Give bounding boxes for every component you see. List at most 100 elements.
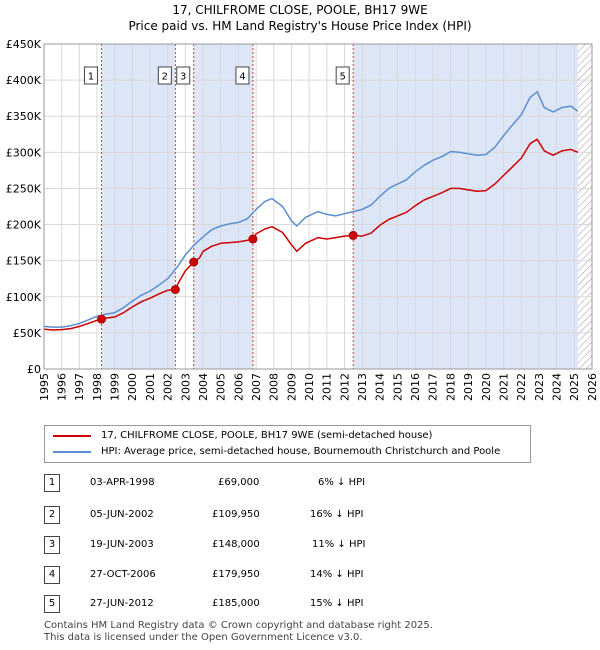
sale-hpi-diff: 14% ↓ HPI [310,569,364,580]
sale-label-box [335,66,350,85]
shaded-period [353,44,578,369]
x-tick-label: 2003 [179,373,192,401]
hatched-future-area [577,44,592,369]
x-tick-label: 2005 [215,373,228,401]
x-tick-label: 2002 [162,373,175,401]
x-tick-label: 2006 [232,373,245,401]
sale-number-badge: 5 [44,595,60,613]
y-tick-label: £300K [6,146,42,159]
sale-row: 1 03-APR-1998 £69,000 6% ↓ HPI [44,474,444,492]
sale-date: 05-JUN-2002 [90,509,154,520]
x-tick-label: 2023 [533,373,546,401]
sale-label-box [235,66,250,85]
x-tick-label: 1995 [38,373,51,401]
property-price-line [43,138,579,331]
sale-date: 03-APR-1998 [90,477,155,488]
x-tick-label: 1998 [91,373,104,401]
sale-price: £69,000 [218,477,260,488]
sale-marker [170,285,180,295]
x-tick-label: 2020 [480,373,493,401]
sale-label-number: 2 [162,72,168,83]
x-tick-label: 1997 [73,373,86,401]
x-tick-label: 2018 [444,373,457,401]
sale-label-number: 3 [180,72,186,83]
shaded-period [193,44,253,369]
sale-label-number: 5 [339,72,345,83]
legend-label-property: 17, CHILFROME CLOSE, POOLE, BH17 9WE (se… [101,430,433,441]
x-tick-label: 1996 [56,373,69,401]
sale-marker [348,230,358,240]
y-tick-label: £100K [6,291,42,304]
y-tick-label: £400K [6,74,42,87]
x-tick-label: 2007 [250,373,263,401]
sale-price: £148,000 [212,539,260,550]
sale-number-badge: 1 [44,474,60,492]
x-tick-label: 2025 [568,373,581,401]
sale-price: £185,000 [212,598,260,609]
sale-marker [189,257,199,267]
x-tick-label: 2014 [374,373,387,401]
x-tick-label: 2000 [126,373,139,401]
x-tick-label: 2008 [268,373,281,401]
x-tick-label: 2012 [338,373,351,401]
sale-hpi-diff: 16% ↓ HPI [310,509,364,520]
footer-note: Contains HM Land Registry data © Crown c… [44,620,433,644]
x-tick-label: 2004 [197,373,210,401]
sale-label-box [157,66,172,85]
legend: 17, CHILFROME CLOSE, POOLE, BH17 9WE (se… [44,425,531,463]
price-chart: 1 2 3 4 5 £0 £50K £100K £150K £200K £250K £300K £350… [6,38,599,401]
plot-border [43,43,593,370]
legend-swatch-property [53,435,91,437]
sale-row: 3 19-JUN-2003 £148,000 11% ↓ HPI [44,536,444,554]
sale-marker [248,234,258,244]
legend-swatch-hpi [53,451,91,453]
sale-number-badge: 3 [44,536,60,554]
sale-date: 27-OCT-2006 [90,569,156,580]
footer-licence: This data is licensed under the Open Gov… [44,632,363,643]
x-tick-label: 2001 [144,373,157,401]
sale-row: 5 27-JUN-2012 £185,000 15% ↓ HPI [44,595,444,613]
x-tick-label: 1999 [109,373,122,401]
sale-label-box [176,66,191,85]
y-tick-label: £200K [6,219,42,232]
sale-date: 27-JUN-2012 [90,598,154,609]
x-tick-label: 2015 [391,373,404,401]
x-tick-label: 2013 [356,373,369,401]
sale-row: 4 27-OCT-2006 £179,950 14% ↓ HPI [44,566,444,584]
chart-subtitle: Price paid vs. HM Land Registry's House … [128,19,472,33]
sale-hpi-diff: 6% ↓ HPI [318,477,366,488]
x-tick-label: 2026 [586,373,599,401]
sale-price: £109,950 [212,509,260,520]
footer-copyright: Contains HM Land Registry data © Crown c… [44,620,433,631]
y-tick-label: £250K [6,182,42,195]
x-tick-label: 2022 [515,373,528,401]
sale-hpi-diff: 15% ↓ HPI [310,598,364,609]
shaded-period [101,44,176,369]
sale-hpi-diff: 11% ↓ HPI [312,539,366,550]
hpi-line [43,90,579,328]
x-tick-label: 2009 [285,373,298,401]
y-tick-label: £150K [6,255,42,268]
y-tick-label: £450K [6,38,42,51]
x-tick-label: 2019 [462,373,475,401]
x-tick-label: 2017 [427,373,440,401]
x-tick-label: 2021 [497,373,510,401]
sale-label-box [83,66,98,85]
sale-label-number: 1 [88,72,94,83]
sale-number-badge: 2 [44,506,60,524]
sale-price: £179,950 [212,569,260,580]
sale-number-badge: 4 [44,566,60,584]
y-tick-label: £350K [6,110,42,123]
x-tick-label: 2010 [303,373,316,401]
y-tick-label: £50K [13,327,42,340]
chart-title: 17, CHILFROME CLOSE, POOLE, BH17 9WE [172,3,428,17]
x-tick-label: 2016 [409,373,422,401]
sale-date: 19-JUN-2003 [90,539,154,550]
x-tick-label: 2011 [321,373,334,401]
sale-row: 2 05-JUN-2002 £109,950 16% ↓ HPI [44,506,444,524]
sale-label-number: 4 [239,72,245,83]
sale-marker [96,314,106,324]
y-tick-label: £0 [27,363,41,376]
x-tick-label: 2024 [550,373,563,401]
